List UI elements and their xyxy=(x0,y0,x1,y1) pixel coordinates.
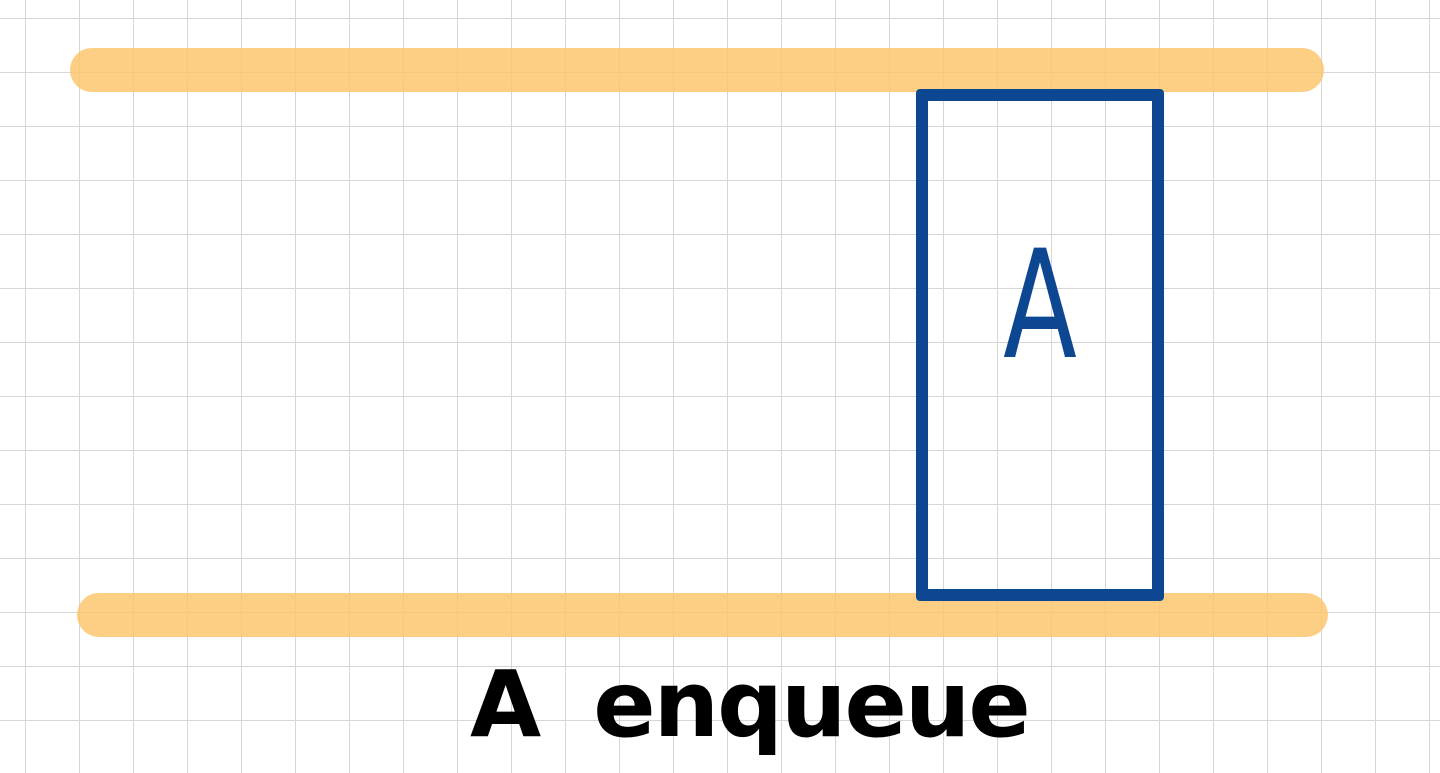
queue-element-box: A xyxy=(916,89,1164,601)
queue-element-label: A xyxy=(1003,219,1077,393)
queue-top-rail xyxy=(70,48,1324,92)
caption-action: enqueue xyxy=(593,651,1031,758)
caption-letter: A xyxy=(470,651,541,758)
